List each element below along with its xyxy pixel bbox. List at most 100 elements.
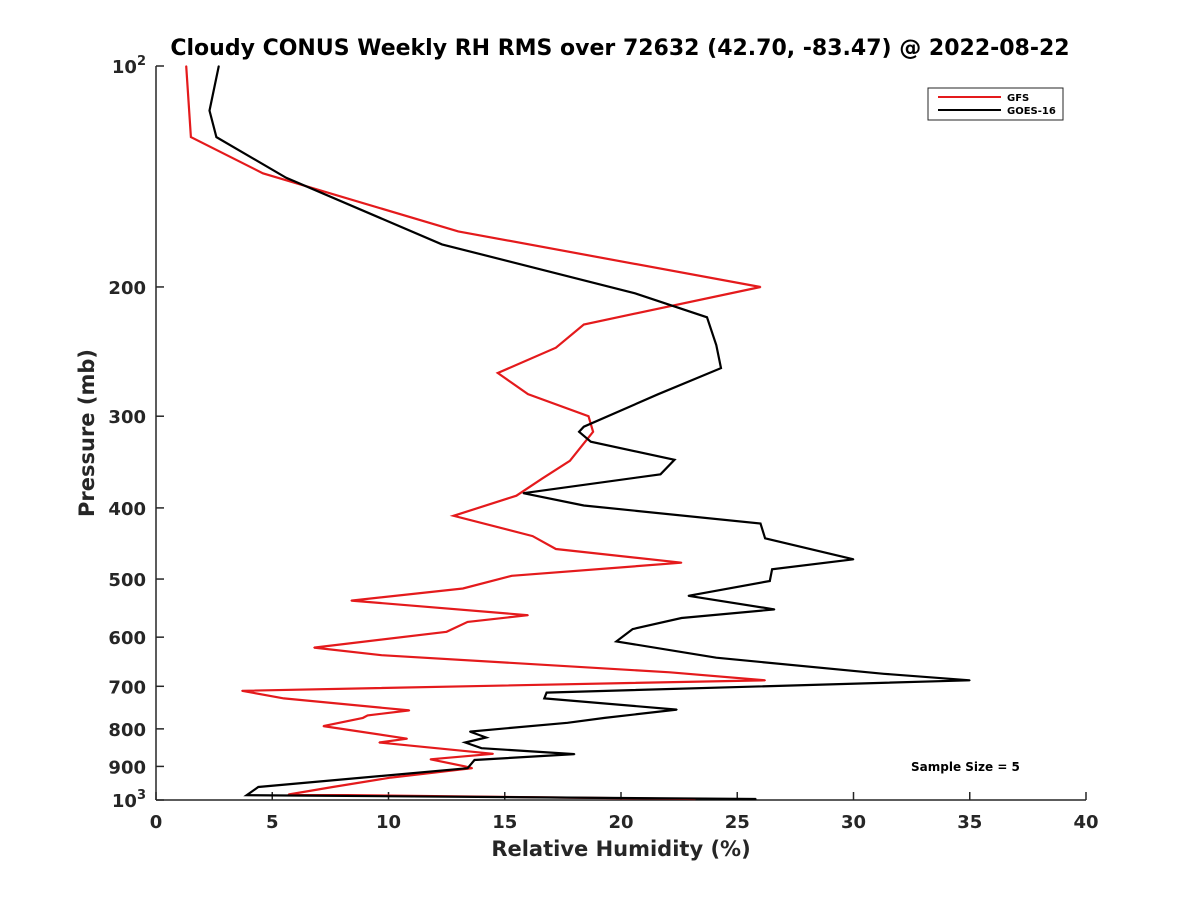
data-point-goes16 [485, 736, 487, 739]
data-point-goes16 [659, 473, 662, 476]
data-point-goes16 [578, 431, 580, 433]
data-point-gfs [313, 646, 315, 649]
data-point-gfs [378, 741, 381, 744]
data-point-gfs [350, 599, 353, 602]
data-point-goes16 [769, 580, 771, 582]
data-point-goes16 [773, 608, 776, 611]
data-point-gfs [471, 767, 474, 769]
data-point-gfs [452, 515, 455, 517]
data-point-goes16 [673, 459, 676, 461]
data-point-goes16 [441, 243, 443, 246]
data-point-goes16 [257, 786, 260, 788]
data-point-goes16 [466, 767, 469, 769]
data-point-gfs [406, 737, 408, 740]
data-point-goes16 [545, 691, 548, 694]
data-point-gfs [764, 679, 766, 682]
x-tick-label: 15 [492, 812, 517, 833]
data-point-gfs [190, 136, 192, 138]
data-point-gfs [497, 372, 499, 374]
data-point-gfs [283, 697, 285, 700]
x-tick-label: 30 [841, 812, 866, 833]
data-point-goes16 [715, 656, 718, 659]
data-point-gfs [466, 621, 469, 623]
data-point-gfs [492, 753, 494, 755]
data-point-gfs [462, 587, 464, 590]
legend-box [927, 87, 1064, 121]
data-point-gfs [680, 561, 683, 564]
data-point-goes16 [208, 109, 211, 112]
data-point-gfs [527, 614, 529, 616]
y-axis-label: Pressure (mb) [75, 349, 99, 517]
data-point-goes16 [764, 537, 766, 540]
y-tick-label: 600 [108, 628, 146, 649]
data-point-goes16 [706, 316, 708, 319]
y-tick-label: 103 [112, 788, 146, 812]
data-point-gfs [541, 477, 543, 480]
data-point-gfs [362, 717, 364, 719]
data-point-goes16 [590, 440, 592, 443]
data-point-goes16 [759, 522, 762, 525]
data-point-goes16 [755, 798, 757, 800]
sample-size-annotation: Sample Size = 5 [911, 760, 1020, 774]
data-point-goes16 [720, 367, 722, 369]
data-point-goes16 [603, 717, 606, 719]
data-point-gfs [457, 230, 460, 233]
data-point-goes16 [969, 679, 971, 682]
data-point-goes16 [522, 492, 525, 495]
y-tick-label: 102 [112, 54, 146, 78]
data-point-gfs [669, 671, 671, 674]
x-tick-label: 10 [376, 812, 401, 833]
data-point-gfs [592, 431, 594, 433]
data-point-gfs [759, 286, 762, 288]
y-tick-label: 900 [108, 757, 146, 778]
data-point-gfs [587, 415, 590, 418]
legend-label-gfs: GFS [1007, 93, 1029, 104]
chart-title: Cloudy CONUS Weekly RH RMS over 72632 (4… [170, 36, 1069, 61]
data-point-goes16 [469, 730, 471, 733]
data-point-gfs [515, 494, 518, 497]
data-point-gfs [583, 323, 585, 326]
data-point-goes16 [215, 136, 218, 138]
data-point-gfs [429, 758, 432, 761]
y-tick-label: 400 [108, 499, 146, 520]
data-point-gfs [322, 725, 325, 727]
data-point-goes16 [566, 722, 569, 724]
x-tick-label: 5 [266, 812, 279, 833]
data-point-goes16 [634, 292, 636, 295]
data-point-gfs [531, 535, 534, 537]
data-point-gfs [241, 690, 243, 692]
data-point-goes16 [715, 344, 718, 346]
x-tick-label: 0 [150, 812, 163, 833]
data-point-goes16 [218, 65, 220, 67]
data-point-goes16 [615, 640, 618, 643]
data-point-goes16 [480, 747, 483, 749]
data-point-gfs [331, 786, 334, 788]
data-point-gfs [445, 631, 448, 633]
y-tick-label: 700 [108, 677, 146, 698]
data-point-gfs [569, 460, 571, 462]
y-tick-label: 800 [108, 720, 146, 741]
data-point-goes16 [543, 697, 546, 700]
x-tick-label: 40 [1073, 812, 1098, 833]
data-point-gfs [380, 654, 383, 656]
data-point-goes16 [583, 504, 585, 507]
x-axis-label: Relative Humidity (%) [491, 837, 750, 861]
data-point-goes16 [687, 595, 690, 597]
y-tick-label: 300 [108, 407, 146, 428]
x-tick-label: 20 [608, 812, 633, 833]
data-point-goes16 [285, 177, 288, 179]
data-point-gfs [555, 346, 557, 349]
data-point-gfs [408, 709, 411, 712]
x-tick-label: 25 [725, 812, 750, 833]
y-tick-label: 200 [108, 278, 146, 299]
data-point-gfs [262, 172, 264, 175]
data-point-gfs [390, 776, 392, 779]
data-point-goes16 [631, 628, 634, 630]
data-point-gfs [366, 714, 369, 717]
data-point-goes16 [852, 558, 855, 561]
y-tick-label: 500 [108, 570, 146, 591]
x-ticks: 0 5 10 15 20 25 30 35 40 [150, 792, 1099, 833]
data-point-goes16 [676, 708, 678, 711]
data-point-gfs [464, 765, 467, 768]
